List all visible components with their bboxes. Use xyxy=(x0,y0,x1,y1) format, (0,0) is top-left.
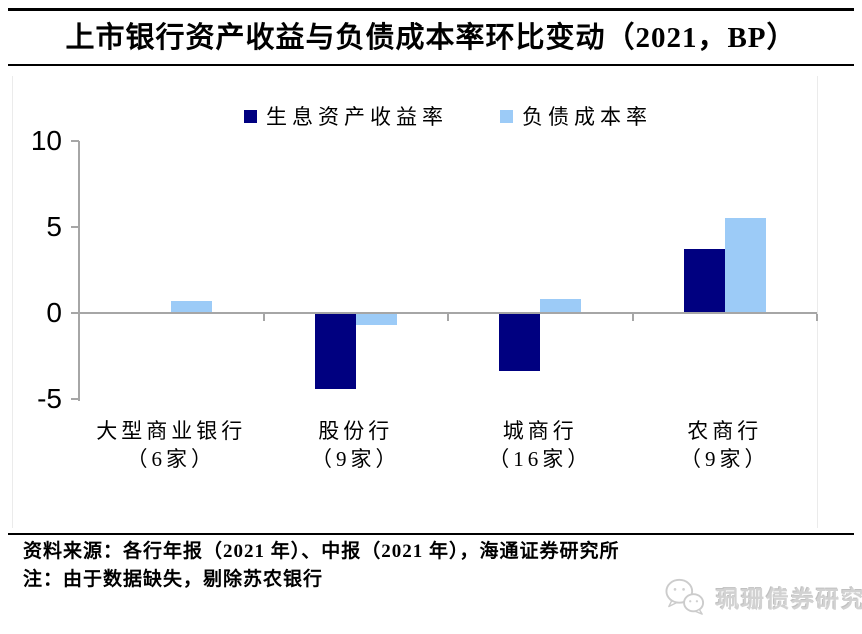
legend-swatch-icon xyxy=(244,109,257,123)
footer: 资料来源：各行年报（2021 年）、中报（2021 年），海通证券研究所 注：由… xyxy=(23,538,842,594)
title-divider xyxy=(8,64,854,66)
plot-right-border xyxy=(817,76,818,528)
legend-swatch-icon xyxy=(500,109,513,123)
y-tick-3 xyxy=(71,398,79,400)
watermark-text: 珮珊债券研究 xyxy=(716,587,862,612)
wechat-chat-bubbles-icon xyxy=(665,578,705,615)
category-count: （9家） xyxy=(311,447,401,471)
category-name: 大型商业银行 xyxy=(96,419,247,443)
y-tick-label-0: 10 xyxy=(30,125,62,156)
plot-left-border xyxy=(12,76,13,528)
y-tick-1 xyxy=(71,226,79,228)
legend-label: 负债成本率 xyxy=(522,105,652,129)
bar-series1-cat2 xyxy=(499,313,541,372)
source-text: 资料来源：各行年报（2021 年）、中报（2021 年），海通证券研究所 xyxy=(23,541,620,562)
category-count: （6家） xyxy=(126,447,216,471)
category-name: 城商行 xyxy=(502,419,578,443)
x-tick-1 xyxy=(262,314,265,321)
note-text: 注：由于数据缺失，剔除苏农银行 xyxy=(23,569,324,590)
watermark: 珮珊债券研究 xyxy=(664,577,862,617)
bar-series2-cat0 xyxy=(171,300,213,313)
legend-label: 生息资产收益率 xyxy=(266,105,448,129)
y-tick-label-2: 0 xyxy=(46,297,62,328)
chart-legend: 生息资产收益率 负债成本率 xyxy=(79,101,817,131)
y-tick-2 xyxy=(71,312,79,314)
x-category-label-1: 股份行 （9家） xyxy=(261,417,451,473)
footer-divider xyxy=(8,533,854,535)
category-count: （9家） xyxy=(680,447,770,471)
y-tick-label-3: -5 xyxy=(37,383,62,414)
x-axis-line xyxy=(79,312,817,314)
x-tick-4 xyxy=(816,314,818,321)
x-category-label-0: 大型商业银行 （6家） xyxy=(76,417,266,473)
y-tick-0 xyxy=(71,140,79,142)
bar-series2-cat1 xyxy=(355,313,397,326)
bar-series2-cat2 xyxy=(540,299,582,313)
top-divider xyxy=(8,8,854,11)
bar-series2-cat3 xyxy=(724,218,766,313)
x-category-label-3: 农商行 （9家） xyxy=(630,417,820,473)
x-category-label-2: 城商行 （16家） xyxy=(445,417,635,473)
legend-item-1: 负债成本率 xyxy=(500,101,652,131)
x-tick-3 xyxy=(631,314,634,321)
category-name: 股份行 xyxy=(318,419,394,443)
bar-series1-cat1 xyxy=(314,313,356,389)
legend-item-0: 生息资产收益率 xyxy=(244,101,448,131)
bar-series1-cat3 xyxy=(683,249,725,313)
category-count: （16家） xyxy=(488,447,593,471)
y-axis-line xyxy=(78,141,80,401)
chart-title: 上市银行资产收益与负债成本率环比变动（2021，BP） xyxy=(65,22,797,54)
y-tick-label-1: 5 xyxy=(46,211,62,242)
category-name: 农商行 xyxy=(687,419,763,443)
x-tick-2 xyxy=(447,314,449,321)
